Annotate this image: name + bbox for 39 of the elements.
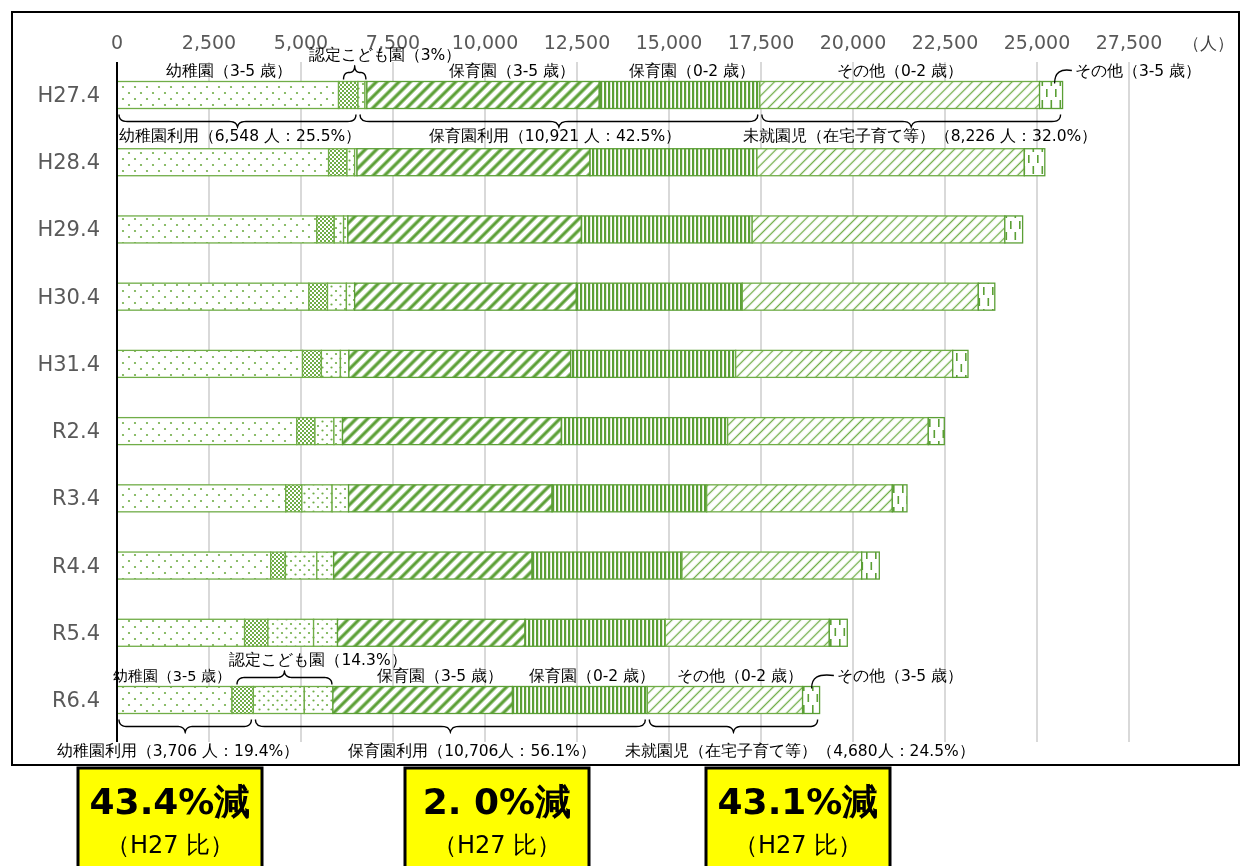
annotation: 保育園利用（10,921 人：42.5%） [428,126,682,145]
y-tick-label: R2.4 [52,419,100,444]
y-tick-label: H27.4 [37,83,100,107]
y-tick-label: H28.4 [37,150,100,175]
y-tick-label: H29.4 [37,217,100,242]
x-axis-title: （人） [1182,33,1234,53]
annotation: その他（0-2 歳） [836,61,964,80]
annotation: 保育園（0-2 歳） [528,666,656,685]
x-tick-label: 2,500 [181,31,237,53]
annotation: （H27 比） [105,831,235,859]
annotation: 幼稚園利用（6,548 人：25.5%） [118,126,362,145]
annotation: その他（3-5 歳） [1074,61,1202,80]
x-tick-label: 20,000 [819,31,887,53]
y-tick-label: H31.4 [37,351,100,376]
x-tick-label: 15,000 [635,31,703,53]
annotation: その他（0-2 歳） [676,666,804,685]
x-tick-label: 17,500 [727,31,795,53]
annotation: 保育園（0-2 歳） [628,61,756,80]
y-tick-label: R4.4 [52,553,100,578]
y-tick-label: R3.4 [52,486,100,511]
annotation: 保育園利用（10,706人：56.1%） [348,741,596,760]
annotation: 幼稚園（3-5 歳） [165,61,293,80]
annotation: 未就園児（在宅子育て等）（4,680人：24.5%） [625,741,975,760]
y-tick-label: R6.4 [52,688,100,712]
annotation: （H27 比） [733,831,863,859]
annotation: 幼稚園利用（3,706 人：19.4%） [56,741,300,760]
annotation: （H27 比） [432,831,562,859]
annotation: 保育園（3-5 歳） [448,61,576,80]
y-tick-label: H30.4 [37,284,100,309]
annotation: その他（3-5 歳） [836,666,964,685]
annotation: 未就園児（在宅子育て等）（8,226 人：32.0%） [742,126,1098,145]
annotation: 保育園（3-5 歳） [376,666,504,685]
x-tick-label: 12,500 [543,31,611,53]
x-tick-label: 27,500 [1095,31,1163,53]
x-tick-label: 22,500 [911,31,979,53]
y-tick-label: R5.4 [52,620,100,645]
x-tick-label: 10,000 [451,31,519,53]
x-tick-label: 25,000 [1003,31,1071,53]
x-tick-label: 0 [110,31,124,53]
